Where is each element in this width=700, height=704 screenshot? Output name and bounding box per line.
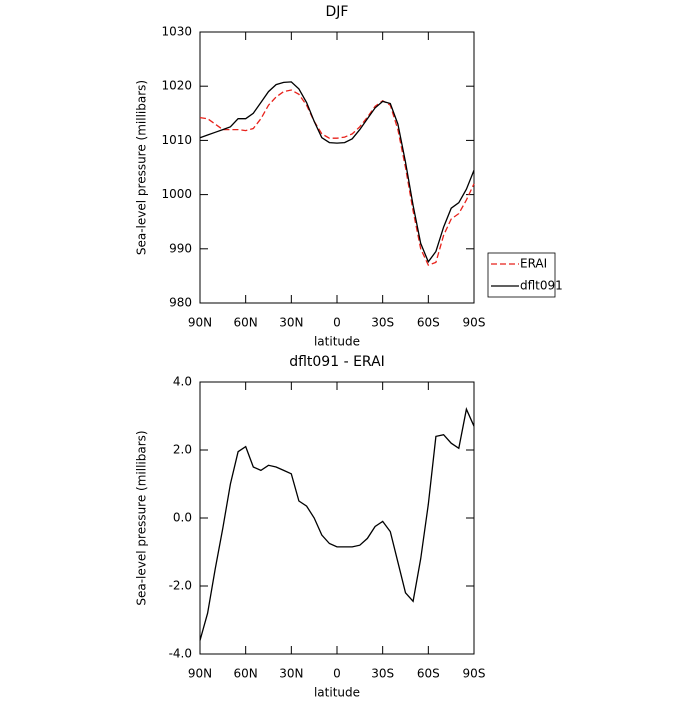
x-tick-label: 60S [417, 316, 440, 330]
series-line [199, 81, 475, 264]
chart-title: DJF [326, 4, 349, 20]
plot-frame [199, 31, 475, 304]
x-tick-label: 90N [188, 667, 212, 681]
x-tick-label: 30S [371, 667, 394, 681]
y-tick-label: 990 [169, 241, 192, 255]
y-tick-label: 1010 [161, 133, 192, 147]
legend-label: ERAI [520, 257, 547, 271]
y-tick-label: -4.0 [169, 647, 192, 661]
y-tick-label: 0.0 [173, 511, 192, 525]
x-tick-label: 90S [463, 667, 486, 681]
x-tick-label: 0 [333, 667, 341, 681]
y-tick-label: 4.0 [173, 375, 192, 389]
legend-box [487, 252, 556, 298]
chart-title: dflt091 - ERAI [289, 354, 385, 370]
x-tick-label: 0 [333, 316, 341, 330]
x-axis-label: latitude [314, 686, 360, 700]
x-tick-label: 30N [279, 667, 303, 681]
y-tick-label: 1020 [161, 79, 192, 93]
y-tick-label: 1030 [161, 25, 192, 39]
plot-frame [199, 381, 475, 655]
y-tick-label: 2.0 [173, 443, 192, 457]
y-axis-label: Sea-level pressure (millibars) [135, 80, 149, 255]
x-tick-label: 60N [234, 316, 258, 330]
x-tick-label: 30S [371, 316, 394, 330]
y-tick-label: 1000 [161, 187, 192, 201]
y-tick-label: -2.0 [169, 579, 192, 593]
x-tick-label: 60S [417, 667, 440, 681]
x-tick-label: 30N [279, 316, 303, 330]
x-axis-label: latitude [314, 335, 360, 349]
x-tick-label: 90N [188, 316, 212, 330]
legend-label: dflt091 [520, 279, 563, 293]
y-axis-label: Sea-level pressure (millibars) [135, 430, 149, 605]
series-line [199, 407, 475, 641]
x-tick-label: 60N [234, 667, 258, 681]
y-tick-label: 980 [169, 296, 192, 310]
x-tick-label: 90S [463, 316, 486, 330]
series-line [199, 89, 475, 266]
